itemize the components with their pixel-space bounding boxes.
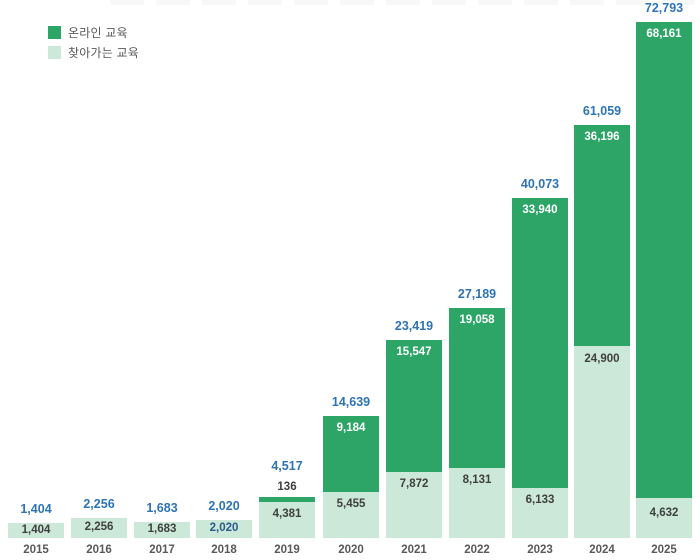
outreach-value-label-2021: 7,872: [399, 478, 429, 490]
total-label-2017: 1,683: [146, 501, 178, 515]
bar-segment-outreach-2020: [323, 492, 379, 538]
bar-segment-outreach-2016: [71, 518, 127, 538]
outreach-value-label-2016: 2,256: [84, 521, 114, 533]
online-value-label-2022: 19,058: [459, 314, 495, 326]
bar-segment-outreach-2018: [196, 520, 252, 538]
total-label-2024: 61,059: [582, 104, 622, 118]
total-label-2021: 23,419: [394, 319, 434, 333]
total-label-2019: 4,517: [271, 459, 303, 473]
bar-segment-outreach-2024: [574, 346, 630, 538]
bar-segment-outreach-2025: [636, 498, 692, 538]
bar-segment-outreach-2017: [134, 522, 190, 538]
total-label-2022: 27,189: [457, 287, 497, 301]
bar-segment-online-2025: [636, 22, 692, 498]
total-label-2016: 2,256: [83, 497, 115, 511]
legend-swatch-outreach-icon: [48, 45, 61, 59]
legend-swatch-online-icon: [48, 25, 61, 39]
online-value-label-2024: 36,196: [584, 131, 620, 143]
online-value-label-2025: 68,161: [646, 28, 682, 40]
chart-legend: 온라인 교육 찾아가는 교육: [48, 22, 139, 62]
online-value-label-2021: 15,547: [396, 346, 432, 358]
outreach-value-label-2022: 8,131: [462, 474, 492, 486]
axis-label-2023: 2023: [527, 544, 553, 556]
bar-segment-online-2019: [259, 497, 315, 502]
total-label-2018: 2,020: [208, 499, 240, 513]
axis-label-2015: 2015: [23, 544, 49, 556]
online-value-label-2020: 9,184: [336, 422, 366, 434]
total-label-2020: 14,639: [331, 395, 371, 409]
outreach-value-label-2020: 5,455: [336, 498, 366, 510]
axis-label-2016: 2016: [86, 544, 112, 556]
bar-segment-online-2023: [512, 198, 568, 488]
legend-item-online: 온라인 교육: [48, 22, 139, 42]
axis-label-2025: 2025: [651, 544, 677, 556]
bar-segment-online-2021: [386, 340, 442, 472]
bar-segment-online-2022: [449, 308, 505, 468]
total-label-2015: 1,404: [20, 502, 52, 516]
bar-segment-outreach-2021: [386, 472, 442, 538]
axis-label-2022: 2022: [464, 544, 490, 556]
axis-label-2018: 2018: [211, 544, 237, 556]
online-value-label-2019: 136: [277, 481, 297, 493]
bar-segment-online-2020: [323, 416, 379, 492]
total-label-2025: 72,793: [644, 1, 684, 15]
outreach-value-label-2015: 1,404: [21, 524, 51, 536]
legend-item-outreach: 찾아가는 교육: [48, 42, 139, 62]
bar-segment-outreach-2022: [449, 468, 505, 538]
cropped-title-artifact: [110, 0, 695, 5]
outreach-value-label-2024: 24,900: [584, 353, 620, 365]
outreach-value-label-2019: 4,381: [272, 508, 302, 520]
axis-label-2017: 2017: [149, 544, 175, 556]
online-value-label-2023: 33,940: [522, 204, 558, 216]
bar-segment-outreach-2015: [8, 523, 64, 538]
axis-label-2024: 2024: [589, 544, 615, 556]
bar-segment-outreach-2023: [512, 488, 568, 538]
axis-label-2019: 2019: [274, 544, 300, 556]
bar-segment-outreach-2019: [259, 502, 315, 538]
legend-label-outreach: 찾아가는 교육: [68, 45, 139, 60]
bar-segment-online-2024: [574, 125, 630, 346]
axis-label-2021: 2021: [401, 544, 427, 556]
outreach-value-label-2023: 6,133: [525, 494, 555, 506]
outreach-value-label-2018: 2,020: [209, 522, 239, 534]
outreach-value-label-2025: 4,632: [649, 507, 679, 519]
legend-label-online: 온라인 교육: [68, 25, 128, 40]
axis-label-2020: 2020: [338, 544, 364, 556]
outreach-value-label-2017: 1,683: [147, 523, 177, 535]
total-label-2023: 40,073: [520, 177, 560, 191]
